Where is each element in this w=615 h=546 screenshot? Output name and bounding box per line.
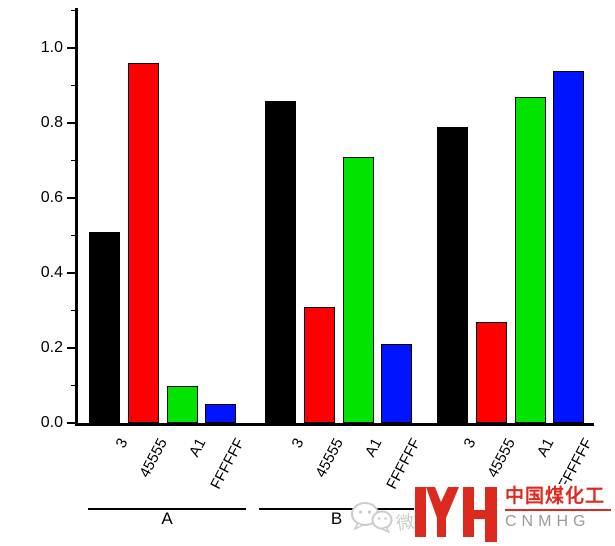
wechat-bubbles-icon bbox=[351, 502, 393, 533]
y-major-tick bbox=[67, 347, 75, 349]
bar-A-3 bbox=[89, 231, 120, 423]
y-minor-tick bbox=[70, 84, 75, 87]
x-tick-label-text: A1 bbox=[533, 435, 558, 460]
group-label-B: B bbox=[330, 509, 343, 528]
x-tick-label-text: A1 bbox=[185, 435, 210, 460]
bar-B-A1 bbox=[342, 156, 374, 423]
x-tick-label-text: 3 bbox=[288, 435, 308, 451]
x-tick-label-text: A1 bbox=[361, 435, 386, 460]
bar-A-FFFFFF bbox=[205, 404, 237, 423]
y-major-tick bbox=[67, 197, 75, 199]
bar-group3-FFFFFF bbox=[553, 70, 585, 423]
bar-B-3 bbox=[265, 100, 296, 423]
logo-chinese-name: 中国煤化工 bbox=[505, 486, 606, 507]
y-major-tick bbox=[67, 272, 75, 274]
y-minor-tick bbox=[70, 159, 75, 162]
logo-divider bbox=[505, 509, 611, 511]
x-tick-label-text: FFFFFF bbox=[207, 435, 249, 493]
y-tick-label: 0.2 bbox=[40, 339, 63, 356]
y-axis bbox=[75, 8, 78, 425]
x-tick-label-text: 45555 bbox=[483, 435, 519, 481]
bar-group3-45555 bbox=[475, 321, 507, 423]
bar-B-FFFFFF bbox=[381, 344, 413, 423]
y-major-tick bbox=[67, 422, 75, 424]
x-tick-label-text: 45555 bbox=[135, 435, 171, 481]
group-underline-A bbox=[88, 508, 246, 510]
y-tick-label: 0.8 bbox=[40, 114, 63, 131]
wechat-watermark: 微信 bbox=[348, 501, 437, 534]
x-axis bbox=[75, 423, 594, 426]
y-minor-tick bbox=[70, 9, 75, 12]
x-tick-label-text: 3 bbox=[112, 435, 132, 451]
y-minor-tick bbox=[70, 309, 75, 312]
bar-B-45555 bbox=[303, 306, 335, 423]
y-major-tick bbox=[67, 47, 75, 49]
y-tick-label: 0.6 bbox=[40, 189, 63, 206]
logo-latin-abbr: CNMHG bbox=[505, 513, 591, 530]
bar-A-45555 bbox=[127, 63, 159, 423]
x-tick-label-text: 45555 bbox=[311, 435, 347, 481]
bar-group3-3 bbox=[437, 126, 468, 423]
x-tick-label-text: 3 bbox=[460, 435, 480, 451]
group-underline-B bbox=[259, 508, 414, 510]
y-major-tick bbox=[67, 122, 75, 124]
y-tick-label: 0.4 bbox=[40, 264, 63, 281]
y-tick-label: 1.0 bbox=[40, 39, 63, 56]
y-minor-tick bbox=[70, 384, 75, 387]
logo-monogram-icon bbox=[415, 487, 497, 542]
group-label-A: A bbox=[161, 509, 173, 528]
bar-group3-A1 bbox=[514, 96, 546, 423]
logo-text-block: 中国煤化工 CNMHG bbox=[505, 486, 613, 531]
bar-A-A1 bbox=[166, 385, 198, 423]
y-tick-label: 0.0 bbox=[40, 414, 63, 431]
y-minor-tick bbox=[70, 234, 75, 237]
cnmhg-logo: 中国煤化工 CNMHG bbox=[415, 484, 615, 546]
